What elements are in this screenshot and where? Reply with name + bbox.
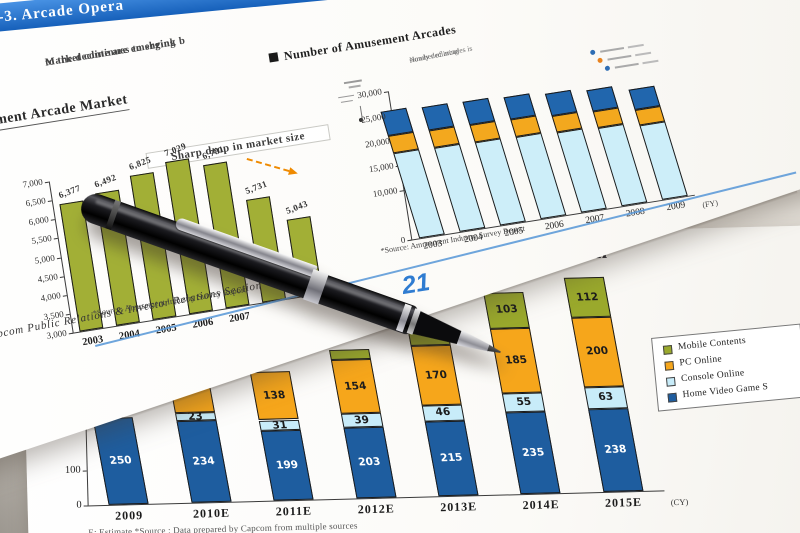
legend-swatch [662,345,673,355]
bar-value-label: 39 [353,413,371,427]
bar-segment: 199 [260,430,314,501]
y-tick-label: 100 [64,464,81,477]
x-axis-label: 2015E [604,494,643,510]
bar-segment [462,98,495,125]
y-tick [69,333,73,335]
bar-segment: 235 [505,411,561,495]
bar-segment: 46 [421,404,465,422]
bar-segment [421,103,454,130]
left-chart-title: ement Arcade Market [0,92,129,132]
bar-segment: 154 [330,359,381,415]
bar-segment [474,138,525,225]
y-tick-label: 6,500 [24,195,47,209]
bar-segment: 103 [483,291,531,329]
bar-value-label: 103 [494,303,519,317]
bar-segment [328,348,371,361]
bar-segment: 238 [587,407,644,492]
bar-value-label: 46 [434,406,452,419]
y-tick-label: 4,500 [36,271,59,285]
square-bullet-icon [268,52,278,62]
y-tick-label: 6,000 [27,214,50,228]
bar-segment [597,124,647,206]
bar-value-label: 112 [575,290,600,304]
bar-value-label: 31 [271,418,289,432]
bar-segment [544,90,576,116]
y-tick [83,505,88,507]
subtitle-line2: to the decline are emerging [44,37,177,69]
bar-segment: 250 [92,416,149,505]
bar-segment [556,129,606,213]
bar-value-label: 23 [186,410,204,423]
y-tick-label: 5,000 [33,252,56,266]
pen-cone [456,330,492,356]
x-axis-unit: (FY) [701,198,719,210]
y-tick-label: 4,000 [39,289,62,303]
bar-segment [515,133,566,219]
bar-segment: 203 [342,426,397,499]
bar-segment: 23 [174,410,217,423]
bar-value-label: 185 [504,353,529,367]
legend-swatch [664,360,675,371]
bar-value-label: 170 [423,368,449,382]
bar-value-label: 63 [597,391,615,404]
bar-value-label: 235 [521,446,546,459]
bar-segment: 39 [340,413,383,428]
bar-segment: 55 [502,392,546,413]
bar-segment: 200 [570,316,624,388]
bar-segment [393,149,445,238]
bar-value-label: 154 [343,380,368,393]
bar-value-label: 55 [515,395,533,409]
bar-segment: 215 [424,420,479,497]
bar-segment: 234 [176,420,232,503]
x-axis-label: 2012E [357,501,396,517]
bar-segment [433,144,484,232]
y-tick-label: 5,500 [30,233,53,247]
x-axis-label: 2014E [522,497,560,513]
bar-value-label: 238 [603,443,628,456]
bar-value-label: 138 [262,389,287,402]
bar-segment: 112 [563,277,611,318]
bar-value-label: 234 [191,454,216,468]
y-tick-label: 15,000 [368,160,395,175]
x-axis-label: 2009 [114,508,144,523]
bar-segment [503,93,536,120]
y-tick-label: 10,000 [372,185,399,199]
legend-swatch [667,392,678,403]
x-axis-label: 2011E [275,503,313,519]
bar-segment [628,86,660,110]
bar-value-label: 203 [357,456,382,469]
bar-value-label: 199 [275,458,300,472]
bar-value-label: 200 [585,345,610,358]
legend-label: PC Online [679,354,723,369]
bar-value-label: 250 [108,454,133,467]
bar-segment: 31 [258,418,301,432]
page-number: 21 [399,268,432,301]
x-axis-unit: (CY) [670,496,689,508]
x-axis-label: 2013E [440,499,478,515]
bar-segment [586,87,618,112]
bar-segment: 63 [583,386,628,410]
bar-segment: 138 [249,371,299,421]
legend-label: Mobile Contents [677,335,747,353]
y-tick-label: 0 [76,499,82,511]
pen-tip [487,344,502,356]
y-tick-label: 7,000 [21,176,44,190]
chart-legend: Mobile Contents PC Online Console Online Ho… [651,323,800,412]
x-axis-label: 2010E [192,505,231,521]
legend-swatch [665,376,676,387]
bar-segment [639,121,688,200]
y-tick-label: 20,000 [364,135,391,150]
bar-value-label: 215 [439,451,464,465]
